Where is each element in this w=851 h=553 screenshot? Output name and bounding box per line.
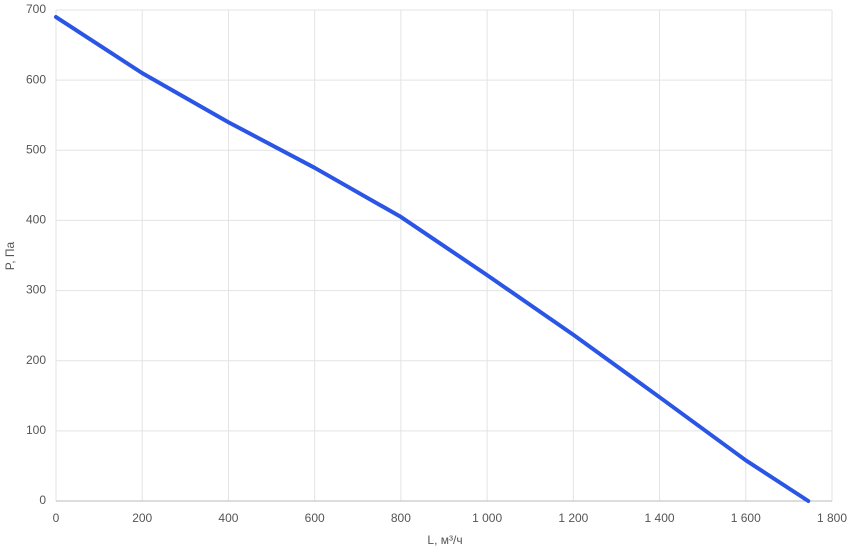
y-tick-label: 200: [26, 353, 46, 367]
x-tick-label: 1 200: [558, 511, 588, 525]
y-axis-label: P, Па: [3, 241, 17, 270]
y-tick-label: 500: [26, 142, 46, 156]
x-tick-label: 200: [132, 511, 152, 525]
x-tick-label: 800: [391, 511, 411, 525]
x-tick-label: 1 600: [731, 511, 761, 525]
y-tick-label: 400: [26, 213, 46, 227]
y-tick-label: 0: [39, 493, 46, 507]
x-tick-label: 0: [53, 511, 60, 525]
data-line: [54, 15, 811, 503]
y-tick-label: 600: [26, 72, 46, 86]
y-tick-label: 100: [26, 423, 46, 437]
x-tick-label: 400: [218, 511, 238, 525]
x-tick-label: 1 800: [817, 511, 847, 525]
x-tick-label: 1 400: [645, 511, 675, 525]
y-tick-label: 700: [26, 2, 46, 16]
y-tick-label: 300: [26, 283, 46, 297]
x-axis-label: L, м³/ч: [427, 533, 462, 547]
x-tick-label: 1 000: [472, 511, 502, 525]
x-tick-label: 600: [305, 511, 325, 525]
